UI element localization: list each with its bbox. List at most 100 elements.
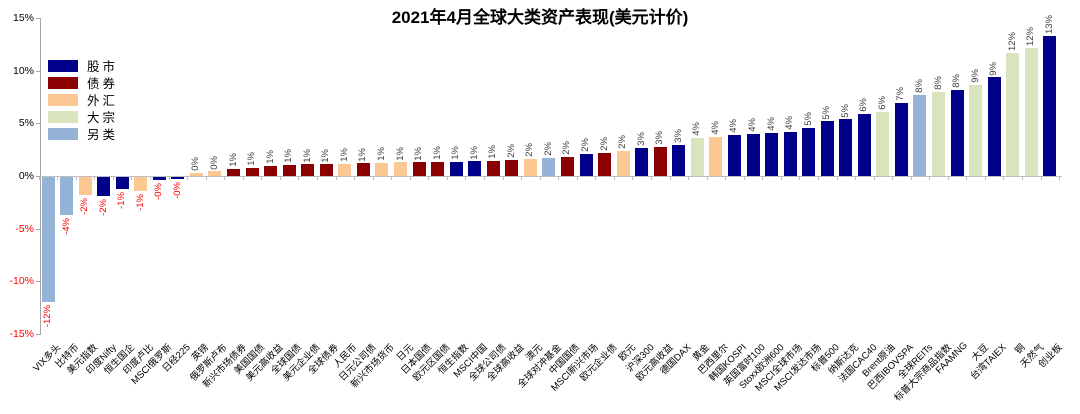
bar-value-label: 4% (747, 118, 758, 132)
legend-item-fx: 外汇 (48, 91, 118, 108)
bar-value-label: 9% (988, 61, 1000, 76)
x-axis-tick (836, 177, 838, 180)
legend-swatch-bond (48, 76, 78, 89)
bar-value-label: 2% (598, 137, 610, 151)
bar-value-label: 12% (1006, 32, 1018, 52)
x-axis-tick (205, 177, 207, 180)
bar-value-label: 2% (542, 142, 554, 157)
bar-value-label: 1% (357, 147, 369, 162)
y-axis-label: 5% (18, 117, 34, 130)
bar-value-label: -4% (60, 217, 72, 235)
x-axis-tick (131, 177, 133, 180)
x-axis-tick (706, 177, 708, 180)
bar (394, 162, 407, 176)
x-axis-tick (873, 177, 875, 180)
bar (78, 177, 92, 195)
x-axis-tick (929, 177, 931, 180)
bar (857, 114, 871, 176)
x-axis-tick (317, 177, 319, 180)
bar (301, 164, 315, 176)
x-axis-tick (428, 177, 430, 180)
y-axis-tick (36, 123, 40, 125)
legend-swatch-commodity (48, 110, 78, 123)
bar (1024, 47, 1038, 176)
bar (356, 163, 370, 176)
bar-value-label: 0% (208, 155, 220, 170)
x-axis-tick (354, 177, 356, 180)
x-axis-tick (75, 177, 77, 180)
bar-value-label: 1% (301, 148, 313, 163)
y-axis-label: 0% (18, 170, 34, 182)
bar (375, 162, 389, 176)
legend-label: 外汇 (87, 94, 119, 108)
x-axis-tick (94, 177, 96, 180)
bar (412, 162, 426, 176)
bar-value-label: -0% (153, 182, 165, 200)
legend-label: 另类 (87, 128, 119, 142)
plot-area: -12% -4% -2% -2% -1% -1% -0% -0% 0% 0% 1% 1% 1% 1% 1% 1… (0, 15, 1080, 334)
bar (468, 161, 482, 176)
x-axis-tick (910, 177, 912, 180)
bar (264, 165, 278, 176)
x-axis-tick (613, 177, 615, 180)
bar (579, 153, 593, 176)
bar (41, 177, 55, 302)
x-axis-tick (947, 177, 949, 180)
bar-value-label: 8% (913, 79, 925, 94)
legend-item-commodity: 大宗 (48, 108, 118, 125)
y-axis-tick (36, 70, 40, 72)
x-axis-tick (650, 177, 652, 180)
x-axis-tick (892, 177, 894, 180)
bar-value-label: 2% (580, 138, 592, 152)
bar (97, 177, 111, 196)
bar (598, 152, 612, 176)
x-axis-tick (112, 177, 114, 180)
x-axis-tick (224, 177, 226, 180)
bar-value-label: 1% (338, 148, 350, 162)
legend-label: 股市 (87, 60, 119, 74)
x-axis-tick (521, 177, 523, 180)
x-axis-tick (1003, 177, 1005, 180)
x-axis-tick (539, 177, 541, 180)
bar-value-label: 3% (672, 128, 684, 143)
x-axis-tick (725, 177, 727, 180)
bar-value-label: 8% (951, 74, 963, 88)
bar-value-label: 2% (617, 135, 629, 149)
x-axis-tick (465, 177, 467, 180)
x-axis-tick (984, 177, 986, 180)
legend: 股市 债券外汇 大宗另类 (48, 57, 118, 142)
legend-item-bond: 债券 (48, 74, 118, 91)
bar (950, 89, 964, 176)
bar (635, 147, 649, 176)
legend-swatch-fx (48, 93, 78, 106)
x-axis-tick (632, 177, 634, 180)
bar (672, 144, 686, 176)
bar (969, 84, 983, 176)
bar-value-label: 1% (264, 149, 276, 164)
x-axis-line (40, 176, 1062, 177)
bar (783, 131, 797, 176)
bar (839, 119, 853, 176)
x-axis-tick (817, 177, 819, 180)
legend-item-alt: 另类 (48, 125, 118, 142)
bar (115, 177, 129, 190)
y-axis-label: -15% (9, 328, 34, 340)
x-axis-tick (1059, 177, 1061, 180)
bar (227, 168, 241, 176)
x-axis-tick (576, 177, 578, 180)
bar-value-label: 1% (320, 148, 332, 163)
bar-value-label: 6% (876, 96, 888, 110)
bar (876, 111, 890, 176)
bar (486, 160, 500, 176)
bar (189, 172, 203, 176)
bar-value-label: 4% (784, 116, 796, 130)
bar-value-label: 1% (283, 149, 295, 163)
bar (431, 161, 445, 176)
x-axis-tick (558, 177, 560, 180)
x-axis-tick (483, 177, 485, 180)
x-axis-tick (1040, 177, 1042, 180)
bar (653, 146, 667, 176)
x-axis-tick (688, 177, 690, 180)
x-axis-tick (966, 177, 968, 180)
